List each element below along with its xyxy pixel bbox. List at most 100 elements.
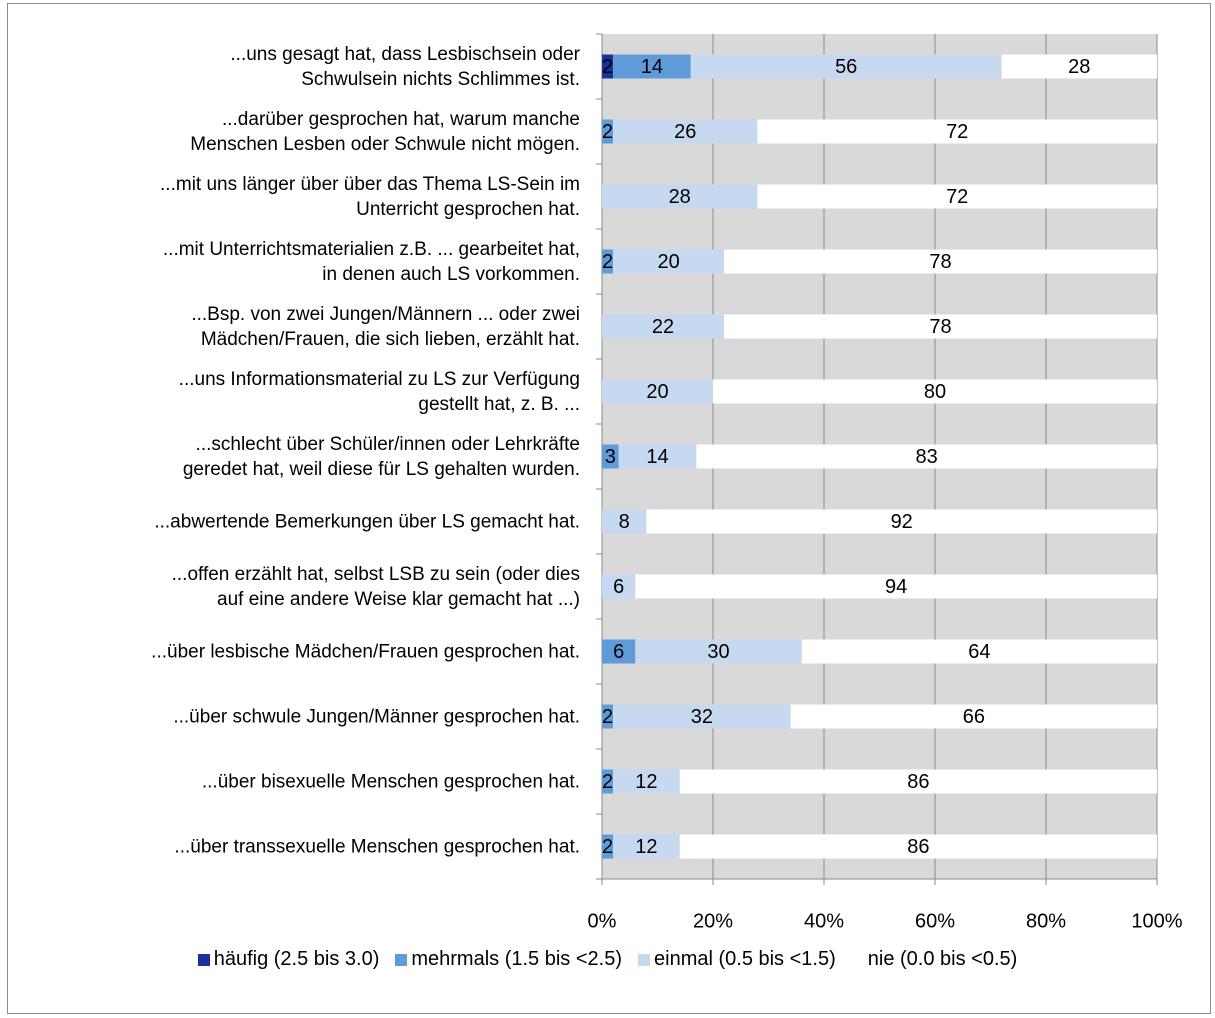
bar-segment	[724, 314, 1157, 339]
bar-segment	[602, 379, 713, 404]
bar-segment	[635, 639, 802, 664]
bar-segment	[602, 704, 614, 729]
bar-segment	[602, 184, 758, 209]
bar-segment	[690, 54, 1002, 79]
x-tick-label: 20%	[693, 910, 733, 932]
bar-segment	[602, 314, 725, 339]
legend-swatch	[638, 953, 650, 966]
category-label: ...mit uns länger über über das Thema LS…	[160, 173, 580, 220]
x-tick-label: 100%	[1131, 910, 1182, 932]
legend-item: nie (0.0 bis <0.5)	[851, 948, 1018, 971]
bar-segment	[1001, 54, 1157, 79]
legend-item: mehrmals (1.5 bis <2.5)	[395, 948, 622, 971]
data-label: 78	[929, 316, 951, 338]
legend-swatch	[395, 953, 408, 966]
category-label: ...uns Informationsmaterial zu LS zur Ve…	[178, 368, 580, 415]
data-label: 2	[602, 771, 613, 793]
bar-segment	[602, 509, 647, 534]
x-tick-label: 60%	[915, 910, 955, 932]
bar-segment	[679, 769, 1157, 794]
bar-segment	[602, 769, 614, 794]
bar-segment	[724, 249, 1157, 274]
bar-segment	[613, 704, 791, 729]
data-label: 2	[602, 836, 613, 858]
data-label: 6	[613, 576, 624, 598]
x-tick-label: 40%	[804, 910, 844, 932]
bar-segment	[713, 379, 1157, 404]
legend-item: häufig (2.5 bis 3.0)	[197, 948, 380, 971]
category-label: ...über lesbische Mädchen/Frauen gesproc…	[151, 641, 580, 662]
category-label: ...abwertende Bemerkungen über LS gemach…	[154, 511, 580, 532]
bar-segment	[635, 574, 1157, 599]
category-label: ...darüber gesprochen hat, warum manche …	[190, 108, 580, 155]
category-label: ...über schwule Jungen/Männer gesprochen…	[173, 706, 580, 727]
bar-segment	[602, 574, 636, 599]
data-label: 3	[605, 446, 616, 468]
category-label: ...mit Unterrichtsmaterialien z.B. ... g…	[162, 238, 580, 285]
data-label: 20	[646, 381, 668, 403]
data-label: 72	[946, 121, 968, 143]
legend: häufig (2.5 bis 3.0) mehrmals (1.5 bis <2…	[0, 948, 1215, 971]
data-label: 86	[907, 836, 929, 858]
data-label: 2	[602, 251, 613, 273]
data-label: 12	[635, 836, 657, 858]
category-label: ...schlecht über Schüler/innen oder Lehr…	[182, 433, 580, 480]
data-label: 22	[652, 316, 674, 338]
legend-label: nie (0.0 bis <0.5)	[867, 948, 1018, 970]
bar-segment	[613, 54, 691, 79]
category-label: ...offen erzählt hat, selbst LSB zu sein…	[171, 563, 580, 610]
bar-segment	[757, 119, 1157, 144]
legend-label: häufig (2.5 bis 3.0)	[213, 948, 380, 970]
data-label: 56	[835, 56, 857, 78]
legend-label: mehrmals (1.5 bis <2.5)	[411, 948, 622, 970]
data-label: 14	[641, 56, 663, 78]
data-label: 28	[1068, 56, 1090, 78]
data-label: 78	[929, 251, 951, 273]
category-label: ...über transsexuelle Menschen gesproche…	[174, 836, 580, 857]
bar-segment	[613, 834, 680, 859]
bar-segment	[613, 119, 758, 144]
bar-segment	[602, 249, 614, 274]
bar-segment	[757, 184, 1157, 209]
bar-segment	[602, 119, 614, 144]
data-label: 12	[635, 771, 657, 793]
data-label: 6	[613, 641, 624, 663]
bar-segment	[613, 769, 680, 794]
bar-segment	[696, 444, 1157, 469]
bar-segment	[801, 639, 1157, 664]
bar-segment	[602, 54, 614, 79]
data-label: 2	[602, 121, 613, 143]
x-tick-label: 0%	[588, 910, 617, 932]
bar-segment	[618, 444, 697, 469]
bar-segment	[602, 444, 619, 469]
bar-segment	[602, 834, 614, 859]
category-label: ...uns gesagt hat, dass Lesbischsein ode…	[230, 43, 580, 90]
data-label: 92	[891, 511, 913, 533]
bar-segment	[646, 509, 1157, 534]
data-label: 20	[657, 251, 679, 273]
data-label: 2	[602, 56, 613, 78]
data-label: 14	[646, 446, 668, 468]
chart-border	[7, 3, 1211, 1014]
bar-segment	[602, 639, 636, 664]
x-tick-label: 80%	[1026, 910, 1066, 932]
data-label: 80	[924, 381, 946, 403]
data-label: 64	[968, 641, 990, 663]
data-label: 66	[963, 706, 985, 728]
data-label: 28	[669, 186, 691, 208]
category-label: ...Bsp. von zwei Jungen/Männern ... oder…	[191, 303, 580, 350]
data-label: 8	[619, 511, 630, 533]
category-label: ...über bisexuelle Menschen gesprochen h…	[201, 771, 580, 792]
data-label: 2	[602, 706, 613, 728]
legend-label: einmal (0.5 bis <1.5)	[654, 948, 836, 970]
legend-item: einmal (0.5 bis <1.5)	[638, 948, 836, 971]
data-label: 72	[946, 186, 968, 208]
data-label: 83	[916, 446, 938, 468]
data-label: 86	[907, 771, 929, 793]
legend-swatch	[197, 953, 210, 966]
data-label: 94	[885, 576, 907, 598]
data-label: 30	[707, 641, 729, 663]
bar-segment	[679, 834, 1157, 859]
